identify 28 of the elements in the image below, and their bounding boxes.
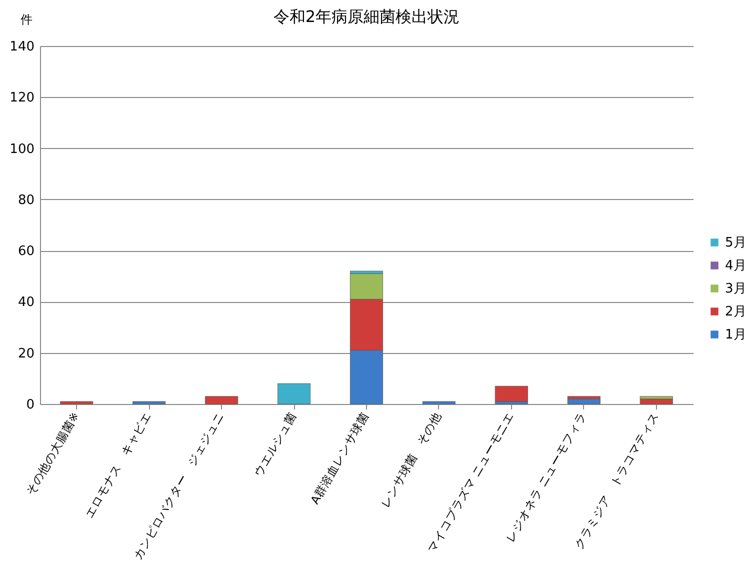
x-tick-label: A群溶血レンサ球菌 [308, 410, 372, 506]
y-tick-label: 60 [18, 244, 34, 260]
bar [278, 383, 311, 404]
bar [60, 401, 94, 404]
x-tick-label: ウエルシュ菌 [251, 410, 300, 479]
y-tick-label: 100 [10, 142, 34, 157]
y-tick-label: 140 [10, 40, 34, 54]
y-tick-label: 20 [18, 346, 34, 362]
legend-label: 3月 [725, 282, 746, 296]
bar [205, 396, 238, 404]
legend-label: 2月 [725, 304, 746, 320]
y-axis-title: 件 [20, 12, 32, 26]
bar [567, 398, 600, 404]
legend-label: 4月 [725, 258, 746, 274]
bar [132, 401, 166, 404]
bar [640, 398, 673, 404]
bar [422, 401, 456, 404]
y-tick-label: 80 [18, 192, 34, 208]
y-tick-label: 0 [26, 398, 34, 412]
x-tick-label: その他の大腸菌※ [22, 410, 82, 498]
x-tick-label: エロモナス キャビエ [82, 410, 154, 520]
legend-label: 1月 [725, 328, 746, 342]
legend-label: 5月 [725, 236, 746, 250]
y-tick-label: 120 [10, 90, 34, 106]
y-tick-label: 40 [18, 295, 34, 310]
chart-title: 令和2年病原細菌検出状況 [273, 7, 460, 26]
x-tick-label: レンサ球菌 その他 [378, 410, 444, 510]
bar [494, 386, 528, 402]
